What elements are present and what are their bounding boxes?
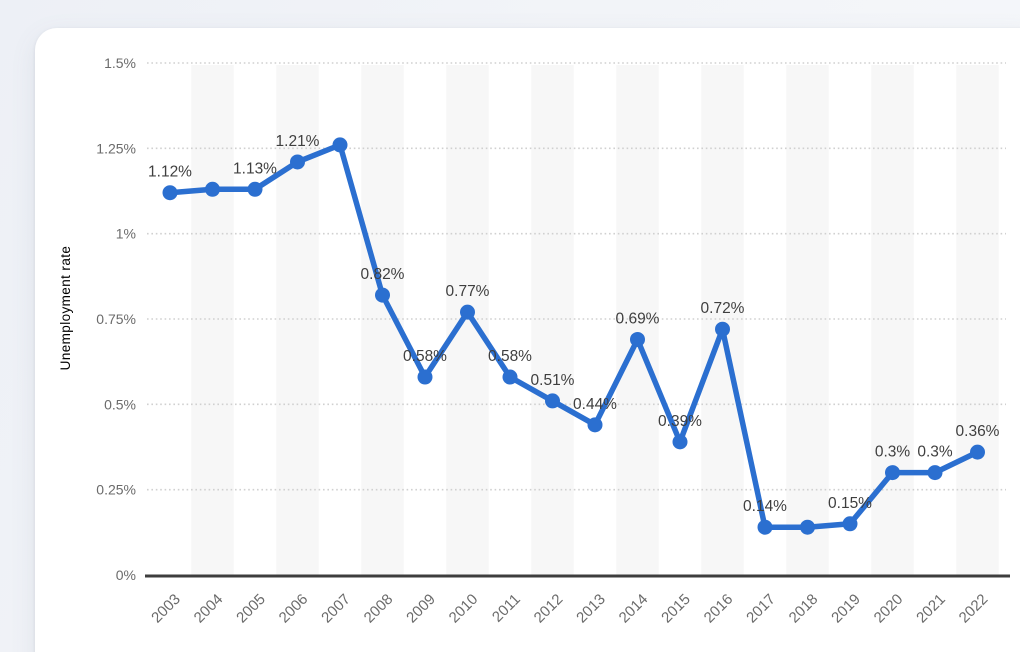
plot-band — [191, 65, 234, 575]
data-point[interactable] — [205, 181, 220, 197]
data-point[interactable] — [545, 393, 560, 409]
data-point-label: 0.51% — [531, 372, 575, 389]
data-point-label: 1.21% — [276, 133, 320, 150]
y-tick-label: 1.5% — [104, 55, 136, 71]
data-point[interactable] — [885, 465, 900, 481]
data-point[interactable] — [162, 185, 178, 201]
data-point-label: 0.58% — [488, 348, 532, 365]
y-tick-label: 0.25% — [96, 482, 136, 498]
y-tick-label: 1.25% — [96, 140, 136, 156]
x-tick-label: 2006 — [276, 591, 312, 627]
data-point-label: 0.58% — [403, 348, 447, 365]
x-tick-label: 2011 — [489, 591, 524, 626]
y-tick-label: 0% — [116, 567, 136, 583]
plot-band — [786, 65, 829, 575]
data-point-label: 1.13% — [233, 160, 277, 177]
x-tick-label: 2021 — [913, 591, 949, 627]
x-tick-label: 2012 — [531, 591, 567, 627]
plot-band — [446, 65, 489, 575]
data-point[interactable] — [800, 519, 815, 535]
y-tick-label: 0.75% — [96, 311, 136, 327]
x-tick-label: 2017 — [743, 591, 779, 627]
y-axis-title: Unemployment rate — [58, 246, 73, 371]
data-point-label: 0.72% — [701, 300, 745, 317]
x-tick-label: 2014 — [616, 591, 652, 627]
data-point[interactable] — [417, 369, 433, 385]
data-point-label: 1.12% — [148, 164, 192, 181]
data-point[interactable] — [247, 181, 263, 197]
y-tick-label: 0.5% — [104, 396, 136, 412]
x-tick-label: 2010 — [446, 591, 482, 627]
x-tick-label: 2008 — [361, 591, 397, 627]
data-point-label: 0.14% — [743, 498, 787, 515]
data-point[interactable] — [332, 137, 348, 153]
data-point[interactable] — [757, 519, 773, 535]
data-point-label: 0.3% — [875, 444, 911, 461]
x-tick-label: 2016 — [701, 591, 737, 627]
data-point-label: 0.15% — [828, 495, 872, 512]
data-point[interactable] — [842, 516, 858, 532]
x-tick-label: 2019 — [828, 591, 864, 627]
data-point-label: 0.44% — [573, 396, 617, 413]
data-point-label: 0.3% — [917, 444, 953, 461]
data-point[interactable] — [502, 369, 518, 385]
data-point-label: 0.69% — [616, 310, 660, 327]
data-point-label: 0.77% — [446, 283, 490, 300]
y-tick-label: 1% — [116, 226, 136, 242]
data-point[interactable] — [375, 287, 390, 303]
y-axis-tick-labels: 0% 0.25% 0.5% 0.75% 1% 1.25% 1.5% — [96, 55, 136, 583]
data-point-label: 0.36% — [956, 423, 1000, 440]
data-point-label: 0.39% — [658, 413, 702, 430]
data-point[interactable] — [630, 331, 645, 347]
x-tick-label: 2003 — [148, 591, 184, 627]
data-point[interactable] — [970, 444, 985, 460]
plot-band — [531, 65, 574, 575]
x-tick-label: 2004 — [191, 591, 227, 627]
x-tick-label: 2022 — [956, 591, 992, 627]
data-point[interactable] — [587, 417, 603, 433]
data-point-label: 0.82% — [361, 266, 405, 283]
data-point-labels: 1.12% 1.13% 1.21% 0.82% 0.58% 0.77% 0.58% 0.51%… — [148, 133, 1000, 515]
plot-band — [701, 65, 744, 575]
plot-band — [956, 65, 999, 575]
x-axis-tick-labels: 2003 2004 2005 2006 2007 2008 2009 2010 2011 2012… — [148, 591, 991, 627]
x-tick-label: 2007 — [318, 591, 354, 627]
data-point[interactable] — [927, 465, 943, 481]
x-tick-label: 2018 — [786, 591, 822, 627]
x-tick-label: 2005 — [233, 591, 269, 627]
x-tick-label: 2013 — [573, 591, 609, 627]
data-point[interactable] — [290, 154, 305, 170]
plot-bands — [191, 65, 999, 575]
plot-band — [871, 65, 914, 575]
x-tick-label: 2020 — [871, 591, 907, 627]
data-points — [162, 137, 985, 535]
data-point[interactable] — [672, 434, 688, 450]
x-tick-label: 2015 — [658, 591, 694, 627]
data-point[interactable] — [460, 304, 475, 320]
x-tick-label: 2009 — [403, 591, 439, 627]
data-point[interactable] — [715, 321, 730, 337]
